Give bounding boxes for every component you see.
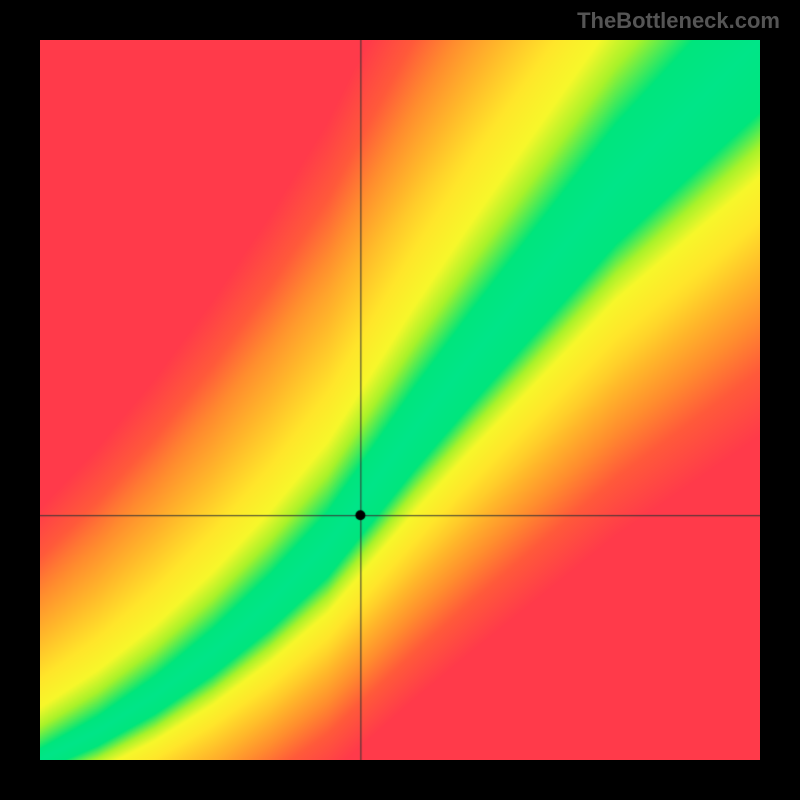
watermark-text: TheBottleneck.com	[577, 8, 780, 34]
bottleneck-heatmap	[40, 40, 760, 760]
heatmap-canvas	[40, 40, 760, 760]
